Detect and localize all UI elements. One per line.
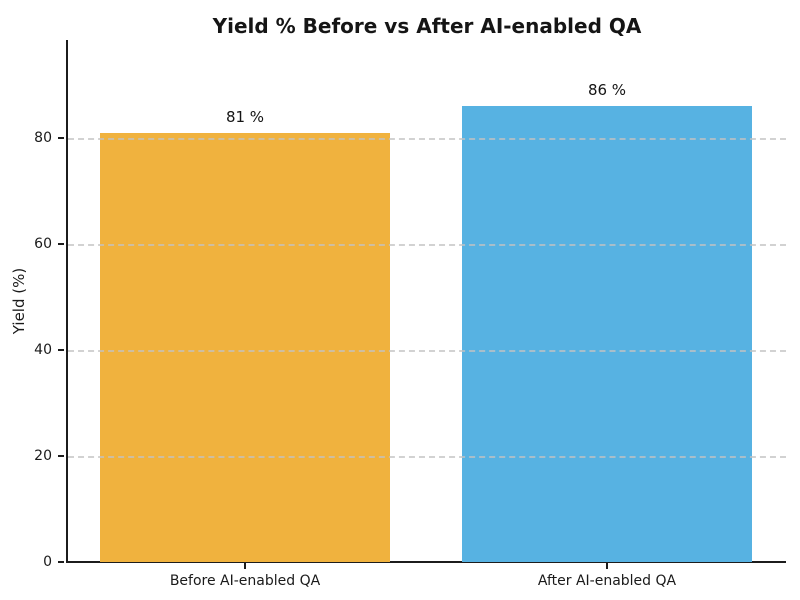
bar-value-label-before: 81 % <box>225 107 265 126</box>
y-axis-spine <box>66 40 68 563</box>
x-axis-spine <box>66 561 786 563</box>
bar-value-label-after: 86 % <box>587 81 627 100</box>
gridline <box>68 244 786 247</box>
gridline <box>68 456 786 458</box>
y-tick-mark <box>58 137 64 140</box>
y-tick-mark <box>58 561 64 563</box>
x-tick-label-after: After AI-enabled QA <box>537 573 677 589</box>
y-tick-mark <box>58 243 64 246</box>
gridline <box>68 138 786 141</box>
y-tick-label: 20 <box>34 448 52 464</box>
y-tick-mark <box>58 455 64 457</box>
bar-before <box>100 132 390 562</box>
y-tick-label: 0 <box>43 554 52 570</box>
x-tick-mark <box>606 563 608 569</box>
gridline <box>68 350 786 353</box>
plot-area: 81 % 86 % <box>68 40 786 562</box>
x-tick-label-before: Before AI-enabled QA <box>169 573 321 589</box>
bar-group-before: 81 % <box>100 108 390 562</box>
y-tick-label: 80 <box>34 130 52 147</box>
y-axis-tick-area: 0 20 40 60 80 <box>0 40 66 570</box>
y-tick-label: 60 <box>34 236 52 253</box>
y-tick-mark <box>58 349 64 352</box>
bar-group-after: 86 % <box>462 81 752 562</box>
chart-title: Yield % Before vs After AI-enabled QA <box>212 14 642 38</box>
x-axis-tick-area: Before AI-enabled QA After AI-enabled QA <box>68 563 786 600</box>
bar-after <box>462 106 752 562</box>
y-tick-label: 40 <box>34 342 52 359</box>
x-tick-mark <box>244 563 246 569</box>
